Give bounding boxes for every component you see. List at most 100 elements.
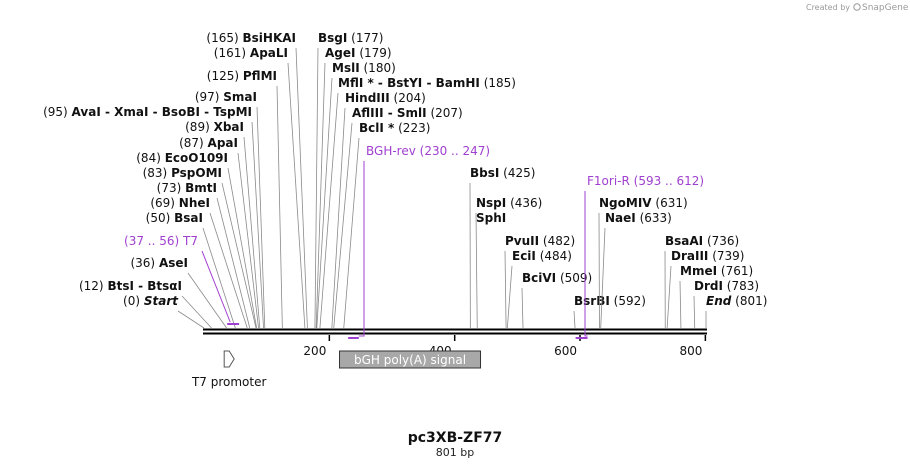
bgh-polya-feature[interactable] (339, 350, 482, 369)
site-label: BsaAI (736) (665, 234, 739, 248)
site-position: (12) (79, 279, 104, 293)
site-leader-line (315, 62, 326, 329)
site-label: (73) BmtI (157, 181, 217, 195)
site-label: HindIII (204) (345, 91, 426, 105)
site-leader-line (314, 47, 319, 329)
site-label: BbsI (425) (470, 166, 535, 180)
site-name: AflIII - SmlI (352, 106, 427, 120)
primer-leader-line (584, 191, 588, 337)
site-label: SphI (476, 211, 506, 225)
site-position: (69) (150, 196, 175, 210)
site-label: MslI (180) (332, 61, 396, 75)
site-position: (436) (510, 196, 542, 210)
site-leader-line (295, 47, 308, 329)
site-label: NgoMIV (631) (599, 196, 688, 210)
primer-range: (230 .. 247) (420, 144, 490, 158)
site-name: HindIII (345, 91, 390, 105)
site-label: BclI * (223) (359, 121, 430, 135)
primer-leader-line (201, 250, 231, 323)
site-position: (177) (351, 31, 383, 45)
site-leader-line (475, 212, 478, 329)
site-position: (509) (560, 271, 592, 285)
site-leader-line (666, 265, 672, 329)
site-name: PflMI (243, 69, 277, 83)
primer-label: (37 .. 56) T7 (124, 234, 198, 248)
site-leader-line (316, 77, 333, 329)
tick-label: 600 (554, 344, 577, 358)
site-name: NspI (476, 196, 506, 210)
plasmid-length: 801 bp (436, 446, 474, 459)
site-label: DrdI (783) (694, 279, 759, 293)
site-position: (97) (195, 90, 220, 104)
site-leader-line (177, 310, 205, 329)
site-leader-line (209, 212, 248, 329)
site-leader-line (319, 92, 339, 329)
site-name: BciVI (522, 271, 556, 285)
site-name: PspOMI (171, 166, 222, 180)
site-name: DraIII (671, 249, 708, 263)
tick-label: 200 (303, 344, 326, 358)
site-leader-line (187, 272, 227, 329)
site-name: BtsI - BtsαI (107, 279, 182, 293)
site-position: (592) (614, 294, 646, 308)
site-leader-line (202, 227, 236, 329)
site-label: AgeI (179) (325, 46, 392, 60)
snapgene-brand: SnapGene (862, 3, 909, 13)
site-name: PvuII (505, 234, 539, 248)
site-leader-line (506, 265, 513, 329)
site-position: (425) (503, 166, 535, 180)
site-leader-line (256, 106, 266, 329)
site-name: End (706, 294, 732, 308)
t7-promoter-arrow-icon[interactable] (223, 350, 235, 368)
site-position: (36) (130, 256, 155, 270)
primer-label: BGH-rev (230 .. 247) (366, 144, 490, 158)
site-leader-line (693, 295, 696, 329)
snapgene-logo-icon (853, 3, 861, 11)
site-name: SphI (476, 211, 506, 225)
site-position: (761) (721, 264, 753, 278)
site-leader-line (331, 107, 346, 329)
site-label: PvuII (482) (505, 234, 575, 248)
feature-label: bGH poly(A) signal (354, 353, 466, 367)
site-name: BsiHKAI (243, 31, 297, 45)
site-position: (207) (430, 106, 462, 120)
site-label: AflIII - SmlI (207) (352, 106, 463, 120)
site-name: AgeI (325, 46, 355, 60)
site-name: MflI * - BstYI - BamHI (338, 76, 480, 90)
site-position: (482) (543, 234, 575, 248)
site-position: (165) (206, 31, 238, 45)
site-label: End (801) (706, 294, 767, 308)
site-label: NspI (436) (476, 196, 542, 210)
site-leader-line (221, 182, 257, 329)
feature-label: T7 promoter (191, 375, 267, 389)
site-position: (180) (364, 61, 396, 75)
site-leader-line (573, 310, 576, 329)
site-leader-line (227, 167, 258, 329)
site-position: (125) (207, 69, 239, 83)
primer-name: T7 (182, 234, 198, 248)
primer-name: BGH-rev (366, 144, 416, 158)
site-name: BbsI (470, 166, 499, 180)
site-leader-line (333, 122, 353, 329)
site-position: (223) (398, 121, 430, 135)
site-label: DraIII (739) (671, 249, 744, 263)
site-name: NgoMIV (599, 196, 652, 210)
site-name: NheI (179, 196, 210, 210)
site-position: (83) (143, 166, 168, 180)
site-name: BsaI (174, 211, 203, 225)
site-name: BsgI (318, 31, 347, 45)
site-label: MflI * - BstYI - BamHI (185) (338, 76, 516, 90)
site-label: (95) AvaI - XmaI - BsoBI - TspMI (43, 105, 252, 119)
site-position: (801) (735, 294, 767, 308)
site-leader-line (181, 295, 212, 329)
site-name: EciI (512, 249, 536, 263)
site-position: (783) (727, 279, 759, 293)
site-label: (84) EcoO109I (136, 151, 228, 165)
site-position: (633) (640, 211, 672, 225)
site-label: BsrBI (592) (574, 294, 646, 308)
site-name: AvaI - XmaI - BsoBI - TspMI (72, 105, 252, 119)
restriction-sites: (0) Start(12) BtsI - BtsαI(36) AseI(50) … (43, 31, 767, 329)
tick-label: 800 (679, 344, 702, 358)
site-label: (12) BtsI - BtsαI (79, 279, 182, 293)
